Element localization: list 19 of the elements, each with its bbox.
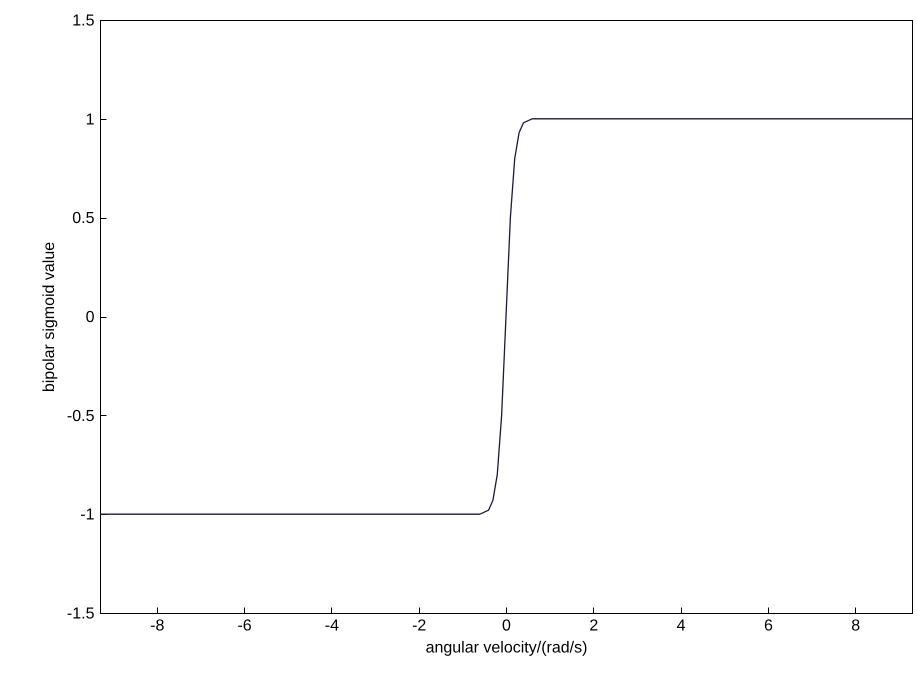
y-tick-label: 1 <box>86 111 95 128</box>
y-axis-title: bipolar sigmoid value <box>40 242 58 392</box>
x-tick-label: -4 <box>324 618 340 634</box>
line-series <box>100 118 912 515</box>
x-tick-label: -8 <box>150 618 164 634</box>
y-tick-label: -1 <box>80 506 95 524</box>
x-tick-label: 2 <box>589 618 598 634</box>
x-tick-label: 8 <box>851 618 860 634</box>
x-tick-label: 4 <box>676 618 686 634</box>
y-tick-label: 0.5 <box>72 210 95 228</box>
x-tick-label: 0 <box>502 618 512 634</box>
y-tick-label: -0.5 <box>66 408 95 425</box>
x-axis-title: angular velocity/(rad/s) <box>426 640 588 656</box>
y-tick-label: -1.5 <box>66 606 95 622</box>
x-tick-label: 6 <box>764 618 773 634</box>
y-tick-label: 1.5 <box>72 12 95 30</box>
y-tick-label: 0 <box>86 309 95 326</box>
x-tick-label: -6 <box>237 618 252 634</box>
x-tick-label: -2 <box>412 618 426 634</box>
